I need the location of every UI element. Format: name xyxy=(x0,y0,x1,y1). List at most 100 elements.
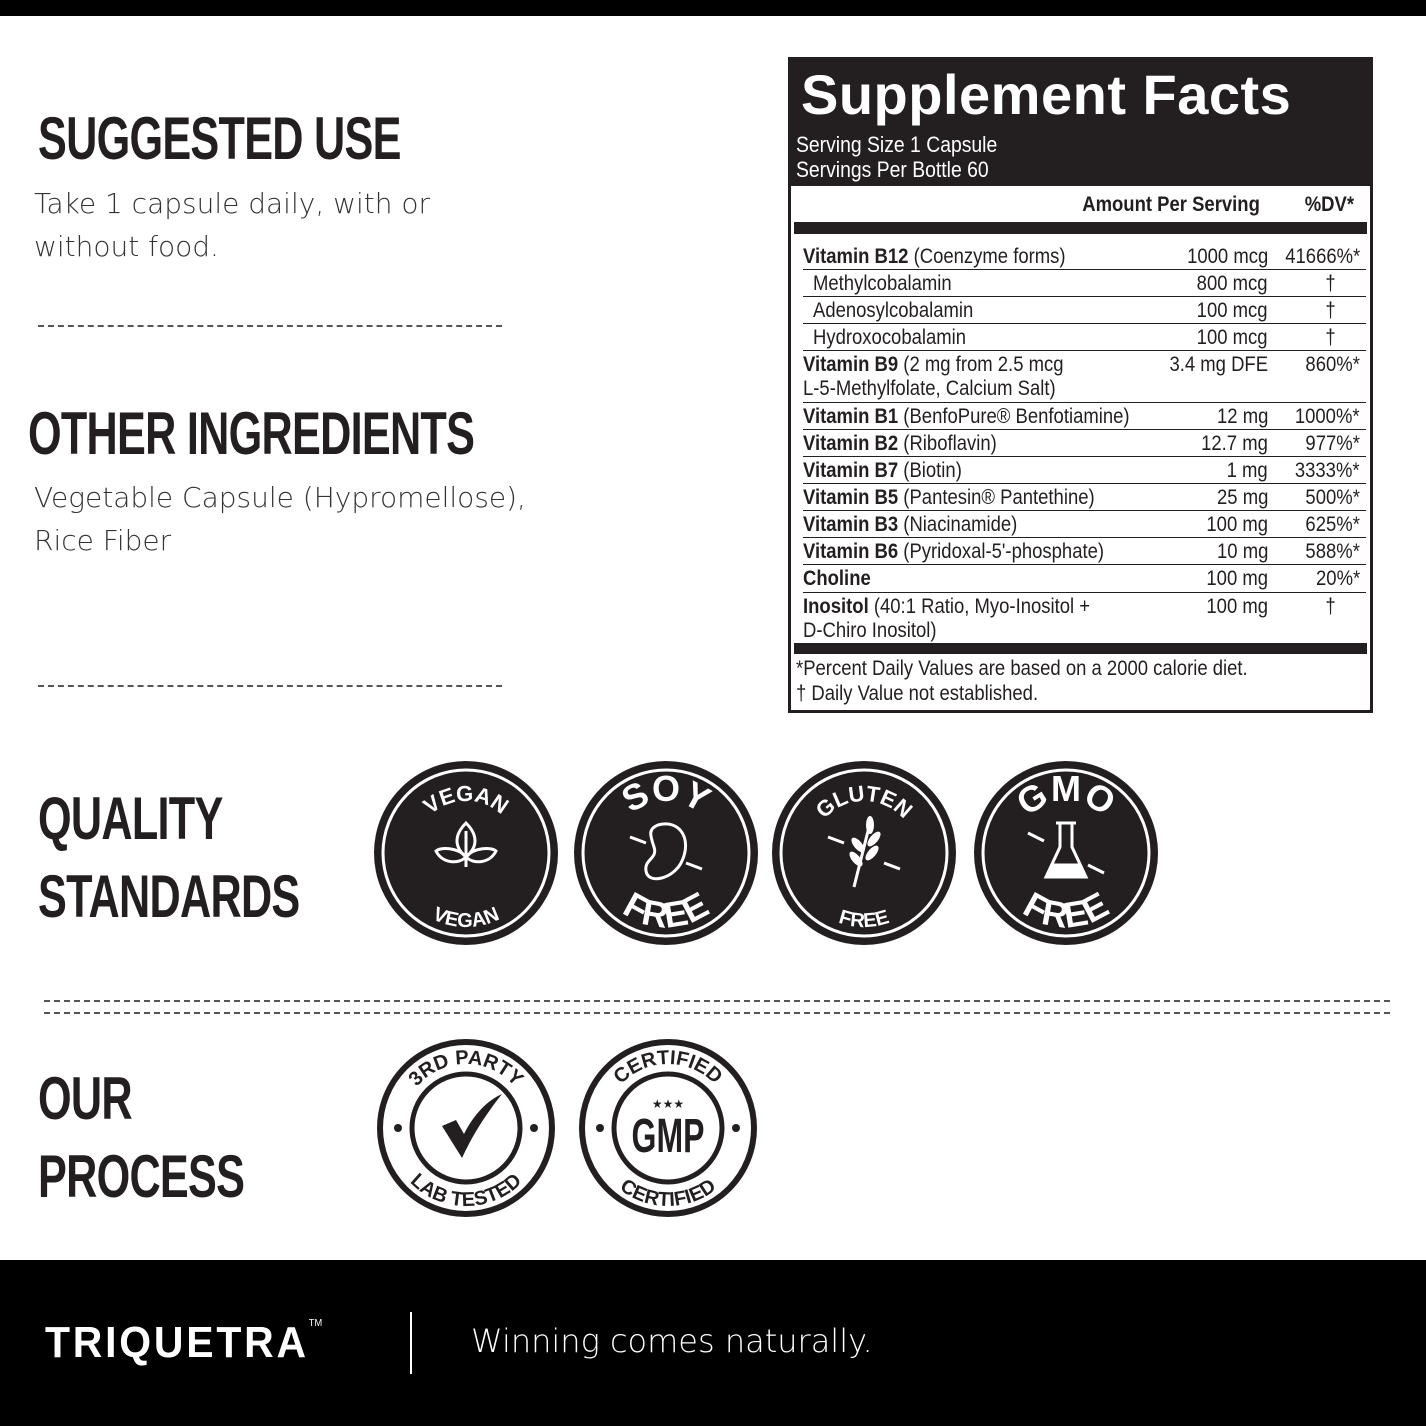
badge-ring xyxy=(381,768,551,938)
amount: 1000 mcg xyxy=(1186,245,1268,268)
nutrient-detail: (Pyridoxal-5'-phosphate) xyxy=(898,540,1105,563)
nutrient-name: Hydroxocobalamin xyxy=(813,326,966,350)
amount: 12.7 mg xyxy=(1201,432,1268,455)
nutrient-label: Vitamin B9 xyxy=(803,353,899,376)
nutrient-name: Vitamin B9 (2 mg from 2.5 mcg L-5-Methylf… xyxy=(803,353,1064,401)
brand-name: TRIQUETRA xyxy=(45,1318,309,1367)
nutrient-detail: (2 mg from 2.5 mcg xyxy=(898,353,1064,376)
other-ingredients-heading: OTHER INGREDIENTS xyxy=(28,400,475,467)
text-line: Rice Fiber xyxy=(34,524,172,557)
nutrient-name: Methylcobalamin xyxy=(813,272,952,296)
nutrient-label: Vitamin B3 xyxy=(803,513,899,536)
supplement-facts-panel: Supplement Facts Serving Size 1 Capsule … xyxy=(788,57,1373,713)
amount: 3.4 mg DFE xyxy=(1169,353,1268,376)
amount: 100 mcg xyxy=(1197,299,1268,322)
process-heading-1: OUR xyxy=(38,1065,133,1132)
footnote-dv: *Percent Daily Values are based on a 200… xyxy=(796,657,1248,680)
divider xyxy=(44,1012,1390,1014)
badge-ring xyxy=(377,1039,555,1217)
daily-value: 41666%* xyxy=(1284,245,1360,268)
daily-value: 20%* xyxy=(1315,567,1360,590)
table-row: Methylcobalamin 800 mcg † xyxy=(803,270,1366,297)
badge-bottom-text: FREE xyxy=(837,906,892,932)
nutrient-detail: (BenfoPure® Benfotiamine) xyxy=(898,405,1130,428)
dot xyxy=(596,1124,604,1132)
table-row: Vitamin B5 (Pantesin® Pantethine) 25 mg 50… xyxy=(803,484,1366,511)
nutrient-label: Inositol xyxy=(803,595,869,618)
footer-divider xyxy=(410,1312,412,1374)
text-line: without food. xyxy=(34,230,219,263)
table-row: Vitamin B7 (Biotin) 1 mg 3333%* xyxy=(803,457,1366,484)
nutrient-detail: (40:1 Ratio, Myo-Inositol + xyxy=(868,595,1091,618)
quality-heading-2: STANDARDS xyxy=(38,863,300,930)
nutrient-name: Choline xyxy=(803,567,871,591)
table-row: Hydroxocobalamin 100 mcg † xyxy=(803,324,1366,351)
thick-rule xyxy=(794,643,1367,654)
nutrient-label: Vitamin B7 xyxy=(803,459,899,482)
badge-disc xyxy=(574,761,758,945)
footer: TRIQUETRATM Winning comes naturally. xyxy=(0,1260,1426,1426)
nutrient-label: Vitamin B2 xyxy=(803,432,899,455)
daily-value: 500%* xyxy=(1305,486,1360,509)
gmp-text: GMP xyxy=(632,1108,705,1162)
nutrient-name: Vitamin B12 (Coenzyme forms) xyxy=(803,245,1066,269)
nutrient-detail: (Coenzyme forms) xyxy=(908,245,1066,268)
badge-ring xyxy=(581,768,751,938)
svg-text:★★★: ★★★ xyxy=(652,1097,684,1111)
nutrient-detail: (Niacinamide) xyxy=(898,513,1018,536)
trademark: TM xyxy=(308,1318,323,1329)
nutrient-detail: L-5-Methylfolate, Calcium Salt) xyxy=(803,377,1056,400)
nutrient-name: Inositol (40:1 Ratio, Myo-Inositol + D-Ch… xyxy=(803,595,1090,643)
bean-icon xyxy=(629,822,703,881)
nutrient-detail: Hydroxocobalamin xyxy=(813,326,967,349)
panel-title: Supplement Facts xyxy=(801,63,1292,126)
nutrient-name: Vitamin B7 (Biotin) xyxy=(803,459,962,483)
dot xyxy=(732,1124,740,1132)
table-row: Vitamin B9 (2 mg from 2.5 mcg L-5-Methylf… xyxy=(803,351,1366,403)
nutrient-label: Vitamin B1 xyxy=(803,405,899,428)
nutrient-label: Choline xyxy=(803,567,871,590)
flask-icon xyxy=(1027,821,1105,879)
daily-value: 625%* xyxy=(1305,513,1360,536)
nutrient-name: Vitamin B1 (BenfoPure® Benfotiamine) xyxy=(803,405,1130,429)
divider xyxy=(38,685,502,687)
table-row: Vitamin B12 (Coenzyme forms) 1000 mcg 4166… xyxy=(803,243,1366,270)
nutrient-name: Vitamin B3 (Niacinamide) xyxy=(803,513,1017,537)
table-row: Vitamin B1 (BenfoPure® Benfotiamine) 12 m… xyxy=(803,403,1366,430)
amount: 800 mcg xyxy=(1197,272,1268,295)
badge-ring xyxy=(981,768,1151,938)
nutrient-detail: Adenosylcobalamin xyxy=(813,299,974,322)
serving-size: Serving Size 1 Capsule xyxy=(796,132,998,157)
amount-header: Amount Per Serving xyxy=(1082,193,1260,216)
nutrient-name: Vitamin B6 (Pyridoxal-5'-phosphate) xyxy=(803,540,1104,564)
text-line: Take 1 capsule daily, with or xyxy=(34,187,431,220)
dot xyxy=(530,1124,538,1132)
nutrient-label: Vitamin B5 xyxy=(803,486,899,509)
tagline: Winning comes naturally. xyxy=(471,1322,873,1360)
nutrient-detail: D-Chiro Inositol) xyxy=(803,619,937,642)
table-row: Vitamin B2 (Riboflavin) 12.7 mg 977%* xyxy=(803,430,1366,457)
text-line: Vegetable Capsule (Hypromellose), xyxy=(34,481,526,514)
daily-value: 1000%* xyxy=(1295,405,1360,428)
nutrient-detail: (Biotin) xyxy=(898,459,962,482)
daily-value: 588%* xyxy=(1305,540,1360,563)
daily-value: † xyxy=(1325,299,1336,322)
amount: 25 mg xyxy=(1216,486,1268,509)
divider xyxy=(44,1000,1390,1002)
amount: 100 mg xyxy=(1206,595,1268,618)
daily-value: 3333%* xyxy=(1295,459,1360,482)
nutrient-label: Vitamin B6 xyxy=(803,540,899,563)
daily-value: † xyxy=(1325,272,1336,295)
quality-heading-1: QUALITY xyxy=(38,785,223,852)
badge-inner-ring xyxy=(409,1071,523,1185)
leaf-icon xyxy=(434,820,498,867)
nutrient-detail: (Riboflavin) xyxy=(898,432,997,455)
stars-icon: ★★★GMP xyxy=(632,1097,705,1163)
nutrient-label: Vitamin B12 xyxy=(803,245,909,268)
